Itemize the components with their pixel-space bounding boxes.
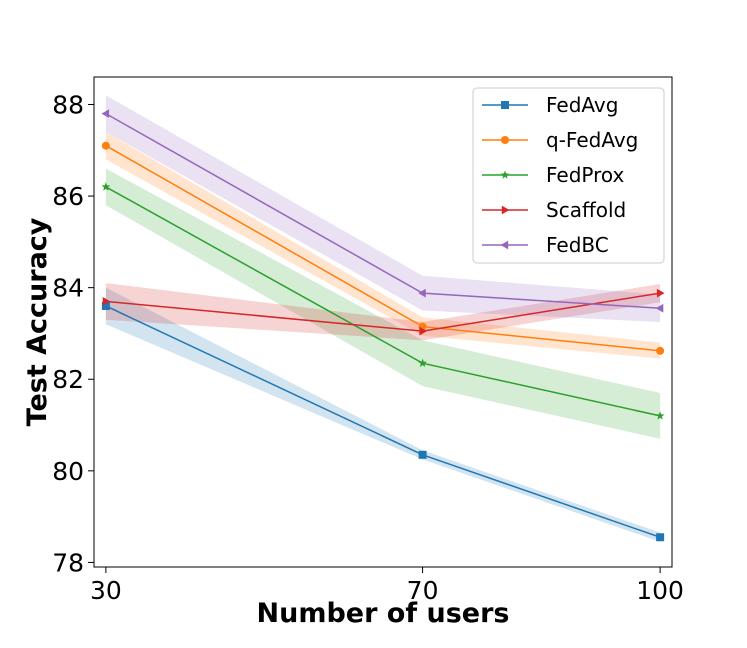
point-scaffold-30 — [102, 296, 111, 306]
x-tick-label-30: 30 — [90, 576, 122, 605]
x-axis: 30 70 100 — [90, 567, 684, 605]
band-fedprox — [105, 168, 661, 439]
legend-marker-fedbc — [500, 240, 509, 250]
legend-label-fedavg: FedAvg — [546, 93, 618, 117]
point-fedavg-30 — [101, 301, 110, 310]
point-scaffold-70 — [419, 326, 427, 336]
x-axis-title: Number of users — [257, 598, 510, 629]
point-fedprox-30 — [101, 182, 111, 191]
confidence-bands — [105, 95, 661, 542]
y-tick-label-78: 78 — [52, 548, 84, 577]
y-tick-label-80: 80 — [52, 457, 84, 486]
x-tick-label-70: 70 — [407, 576, 439, 605]
point-fedavg-100 — [656, 533, 665, 542]
y-tick-label-88: 88 — [52, 90, 84, 119]
legend-box — [472, 87, 665, 264]
y-axis: 78 80 82 84 86 88 — [52, 90, 94, 577]
legend-marker-fedavg — [501, 101, 509, 109]
plot-frame — [93, 76, 673, 568]
legend-marker-fedprox — [500, 170, 510, 179]
point-fedbc-70 — [418, 288, 426, 298]
legend-label-fedbc: FedBC — [546, 233, 609, 257]
point-q-fedavg-100 — [656, 346, 665, 355]
point-fedprox-100 — [655, 411, 665, 420]
x-tick-label-100: 100 — [636, 576, 684, 605]
legend-label-q-fedavg: q-FedAvg — [546, 128, 638, 152]
legend: FedAvg q-FedAvg FedProx Scaffold FedBC — [472, 87, 665, 264]
point-fedprox-70 — [418, 358, 427, 367]
point-fedbc-30 — [101, 109, 110, 119]
y-tick-label-84: 84 — [52, 274, 84, 303]
point-fedbc-100 — [655, 303, 664, 313]
legend-label-scaffold: Scaffold — [546, 198, 626, 222]
y-tick-label-86: 86 — [52, 182, 84, 211]
band-fedavg — [105, 287, 661, 542]
band-fedbc — [105, 95, 661, 322]
point-fedavg-70 — [418, 450, 427, 459]
y-axis-title: Test Accuracy — [22, 217, 53, 426]
band-q-fedavg — [105, 131, 661, 359]
legend-marker-q-fedavg — [501, 136, 509, 144]
legend-label-fedprox: FedProx — [546, 163, 625, 187]
point-scaffold-100 — [656, 288, 665, 298]
legend-marker-scaffold — [501, 205, 510, 215]
point-q-fedavg-30 — [101, 141, 110, 150]
band-scaffold — [105, 283, 661, 341]
y-tick-label-82: 82 — [52, 365, 84, 394]
series-markers — [101, 109, 665, 542]
